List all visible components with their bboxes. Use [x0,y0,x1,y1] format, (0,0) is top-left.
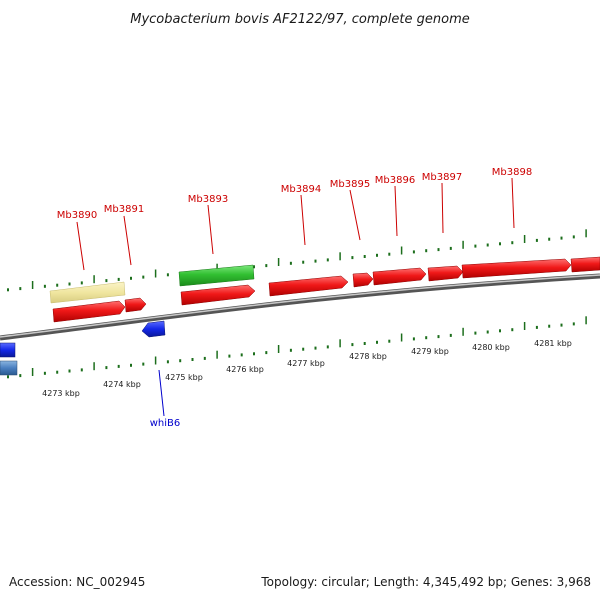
kbp-label: 4274 kbp [103,380,141,389]
label-whib6[interactable]: whiB6 [150,418,181,429]
label-mb3897[interactable]: Mb3897 [422,172,462,183]
cds-whib6[interactable] [141,320,166,338]
kbp-label: 4278 kbp [349,352,387,361]
leader-mb3891 [123,215,132,266]
cds-left-steel[interactable] [0,360,18,376]
cds-mb3890[interactable] [52,300,126,323]
cds-mb3898[interactable] [461,258,572,279]
kbp-label: 4275 kbp [165,373,203,382]
genome-backbone-highlight [0,274,600,338]
forward-cds-track [52,256,600,323]
kbp-label: 4279 kbp [411,347,449,356]
scale-labels: 4273 kbp 4274 kbp 4275 kbp 4276 kbp 4277… [42,339,572,398]
cds-left-blue[interactable] [0,342,16,358]
label-mb3898[interactable]: Mb3898 [492,167,532,178]
label-mb3895[interactable]: Mb3895 [330,179,370,190]
kbp-label: 4280 kbp [472,343,510,352]
yellow-feature[interactable] [49,281,126,304]
reverse-cds-track [0,320,166,376]
cds-next[interactable] [570,256,600,273]
kbp-label: 4277 kbp [287,359,325,368]
cds-mb3895[interactable] [352,272,374,288]
forward-scale-ticks [7,229,587,292]
leader-mb3894 [300,194,306,246]
label-mb3890[interactable]: Mb3890 [57,210,97,221]
kbp-label: 4273 kbp [42,389,80,398]
forward-gene-labels: Mb3890 Mb3891 Mb3893 Mb3894 Mb3895 Mb389… [57,167,532,221]
cds-mb3891[interactable] [124,297,147,313]
label-mb3894[interactable]: Mb3894 [281,184,321,195]
genome-summary-text: Topology: circular; Length: 4,345,492 bp… [260,575,591,589]
genome-backbone [0,273,600,341]
map-title: Mycobacterium bovis AF2122/97, complete … [130,12,469,27]
leader-whib6 [158,369,165,417]
green-feature[interactable] [178,264,255,287]
cds-mb3894[interactable] [268,275,349,297]
kbp-label: 4281 kbp [534,339,572,348]
cds-mb3897[interactable] [427,265,464,282]
label-mb3891[interactable]: Mb3891 [104,204,144,215]
leader-mb3895 [349,189,361,241]
leader-mb3893 [207,204,214,255]
leader-mb3890 [76,221,85,271]
cds-mb3896[interactable] [372,267,427,286]
reverse-scale-ticks [7,316,587,379]
cds-mb3893[interactable] [180,284,256,306]
label-mb3893[interactable]: Mb3893 [188,194,228,205]
accession-text: Accession: NC_002945 [9,575,145,589]
leader-mb3898 [511,177,515,229]
forward-gene-leaders [76,177,515,271]
leader-mb3896 [394,185,398,237]
kbp-label: 4276 kbp [226,365,264,374]
leader-mb3897 [441,182,444,234]
label-mb3896[interactable]: Mb3896 [375,175,415,186]
